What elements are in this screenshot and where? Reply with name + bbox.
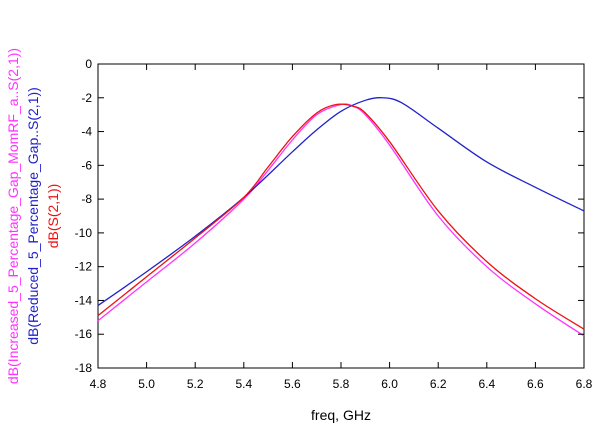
x-tick-label: 5.0 bbox=[138, 377, 155, 391]
x-tick-label: 5.8 bbox=[333, 377, 350, 391]
y-axis: 0 -2 -4 -6 -8 -10 -12 -14 -16 -18 bbox=[75, 57, 584, 375]
y-tick-label: -16 bbox=[75, 327, 93, 341]
plot-area bbox=[97, 63, 585, 369]
y-tick-label: -14 bbox=[75, 293, 93, 307]
x-tick-label: 6.4 bbox=[478, 377, 495, 391]
x-tick-label: 5.2 bbox=[187, 377, 204, 391]
y-tick-label: -8 bbox=[81, 192, 92, 206]
x-tick-label: 6.0 bbox=[381, 377, 398, 391]
series-line-reduced bbox=[97, 97, 585, 307]
y-tick-label: -12 bbox=[75, 260, 93, 274]
x-tick-label: 6.8 bbox=[576, 377, 592, 391]
y-axis-label-reduced: dB(Reduced_5_Percentage_Gap..S(2,1)) bbox=[25, 87, 41, 345]
x-axis: 4.8 5.0 5.2 5.4 5.6 5.8 6.0 6.2 6.4 6.6 6.8 bbox=[90, 64, 592, 391]
x-tick-label: 5.6 bbox=[284, 377, 301, 391]
y-axis-label-increased: dB(Increased_5_Percentage_Gap_MomRF_a..S… bbox=[5, 48, 21, 384]
y-tick-label: 0 bbox=[85, 57, 92, 71]
x-tick-label: 6.2 bbox=[430, 377, 447, 391]
x-tick-label: 4.8 bbox=[90, 377, 107, 391]
y-tick-label: -2 bbox=[81, 91, 92, 105]
y-tick-label: -6 bbox=[81, 158, 92, 172]
plot-frame bbox=[97, 63, 585, 369]
y-tick-label: -18 bbox=[75, 361, 93, 375]
x-tick-label: 5.4 bbox=[235, 377, 252, 391]
y-tick-label: -4 bbox=[81, 125, 92, 139]
series-line-increased bbox=[97, 103, 585, 337]
y-axis-label-nominal: dB(S(2,1)) bbox=[45, 184, 61, 249]
y-tick-label: -10 bbox=[75, 226, 93, 240]
x-axis-label: freq, GHz bbox=[311, 407, 371, 423]
x-tick-label: 6.6 bbox=[527, 377, 544, 391]
series-layer bbox=[97, 97, 585, 337]
series-line-nominal bbox=[97, 103, 585, 330]
